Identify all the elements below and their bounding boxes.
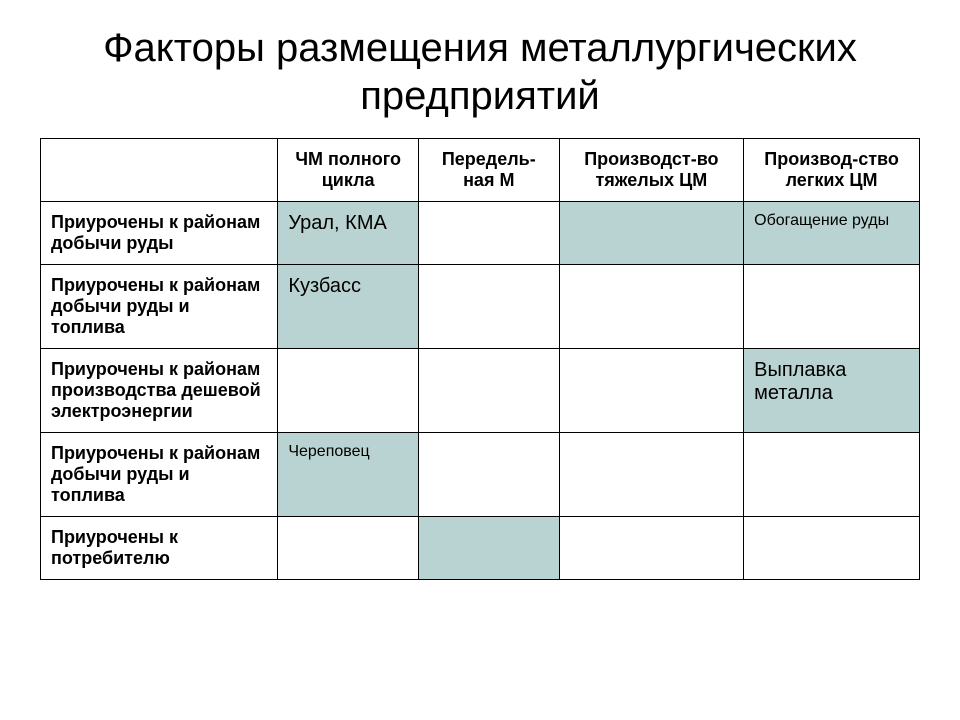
table-row-head: Приурочены к районам производства дешево…: [41, 349, 278, 433]
table-cell: [418, 433, 559, 517]
table-cell: [418, 349, 559, 433]
table-row-head: Приурочены к районам добычи руды и топли…: [41, 265, 278, 349]
table-row: Приурочены к районам добычи руды и топли…: [41, 265, 920, 349]
table-cell: [559, 433, 744, 517]
table-cell: [418, 265, 559, 349]
table-cell: [744, 433, 920, 517]
table-cell: Кузбасс: [278, 265, 419, 349]
table-cell: [744, 517, 920, 580]
table-row-head: Приурочены к районам добычи руды: [41, 202, 278, 265]
table-row: Приурочены к потребителю: [41, 517, 920, 580]
table-cell: [559, 202, 744, 265]
table-header-row: ЧМ полного цикла Передель-ная М Производ…: [41, 139, 920, 202]
table-cell: Урал, КМА: [278, 202, 419, 265]
table-body: Приурочены к районам добычи рудыУрал, КМ…: [41, 202, 920, 580]
table-row: Приурочены к районам добычи руды и топли…: [41, 433, 920, 517]
table-header-blank: [41, 139, 278, 202]
table-cell: Обогащение руды: [744, 202, 920, 265]
slide: Факторы размещения металлургических пред…: [0, 0, 960, 720]
table-cell: [744, 265, 920, 349]
table-header: ЧМ полного цикла: [278, 139, 419, 202]
table-cell: [418, 202, 559, 265]
table-cell: [278, 517, 419, 580]
table-cell: [418, 517, 559, 580]
table-row: Приурочены к районам производства дешево…: [41, 349, 920, 433]
table-row-head: Приурочены к районам добычи руды и топли…: [41, 433, 278, 517]
table-header: Производст-во тяжелых ЦМ: [559, 139, 744, 202]
factors-table: ЧМ полного цикла Передель-ная М Производ…: [40, 138, 920, 580]
table-cell: [559, 265, 744, 349]
table-cell: Выплавка металла: [744, 349, 920, 433]
table-cell: [559, 517, 744, 580]
table-row-head: Приурочены к потребителю: [41, 517, 278, 580]
table-cell: [278, 349, 419, 433]
table-cell: Череповец: [278, 433, 419, 517]
table-row: Приурочены к районам добычи рудыУрал, КМ…: [41, 202, 920, 265]
table-header: Производ-ство легких ЦМ: [744, 139, 920, 202]
page-title: Факторы размещения металлургических пред…: [40, 24, 920, 120]
table-cell: [559, 349, 744, 433]
table-header: Передель-ная М: [418, 139, 559, 202]
